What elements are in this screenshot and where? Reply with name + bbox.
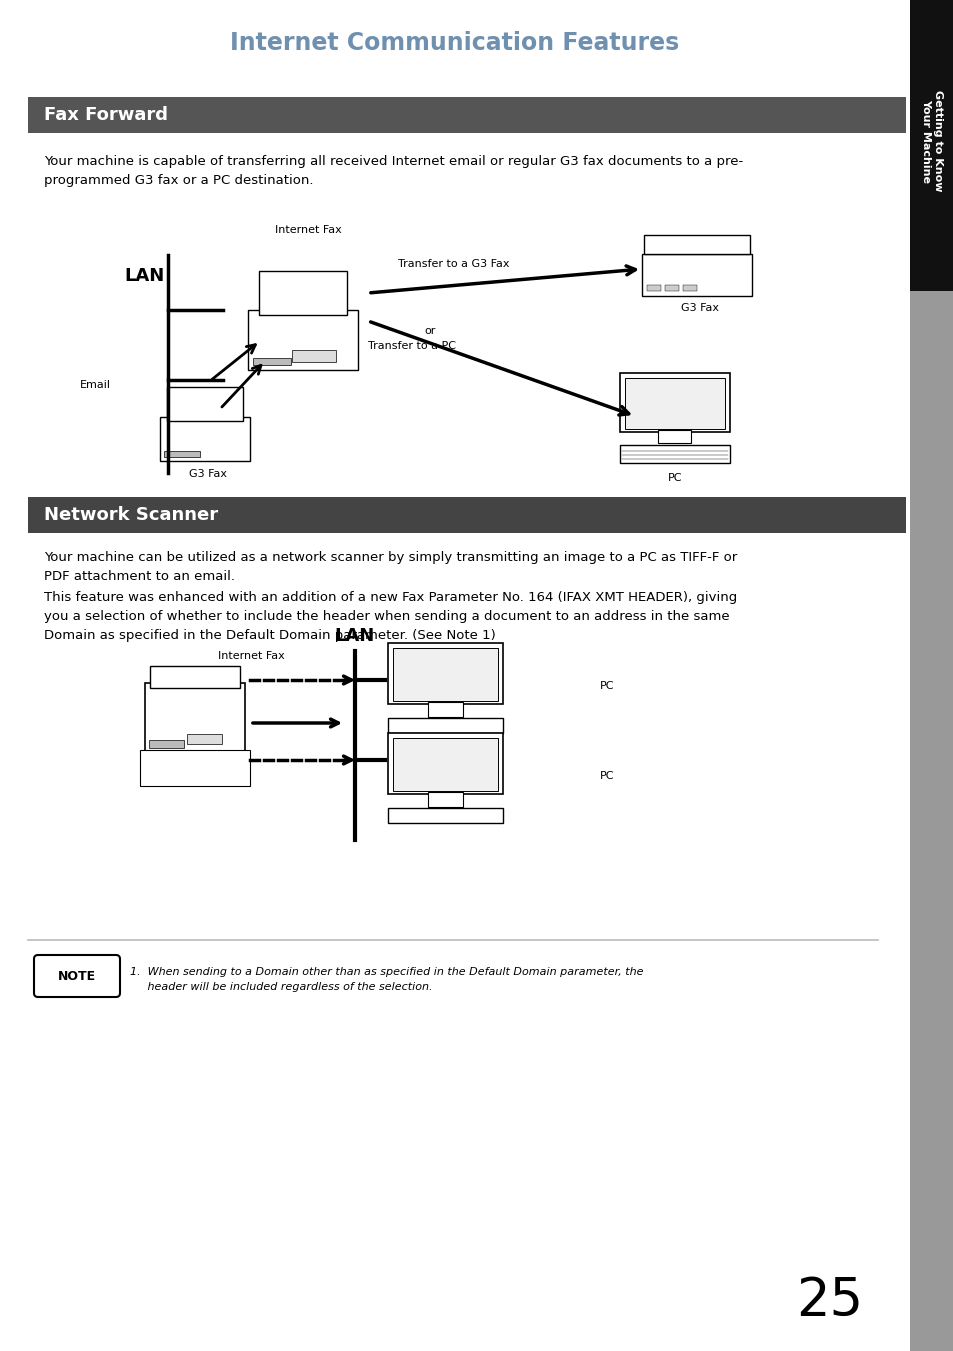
FancyBboxPatch shape	[388, 643, 502, 704]
FancyBboxPatch shape	[150, 666, 240, 688]
FancyBboxPatch shape	[292, 350, 335, 362]
FancyBboxPatch shape	[682, 285, 697, 290]
FancyBboxPatch shape	[388, 717, 502, 734]
FancyBboxPatch shape	[167, 388, 243, 422]
FancyBboxPatch shape	[160, 417, 250, 461]
FancyBboxPatch shape	[149, 739, 184, 747]
Text: NOTE: NOTE	[58, 970, 96, 982]
Text: Internet Communication Features: Internet Communication Features	[230, 31, 679, 55]
Text: This feature was enhanced with an addition of a new Fax Parameter No. 164 (IFAX : This feature was enhanced with an additi…	[44, 590, 737, 642]
FancyBboxPatch shape	[145, 682, 245, 753]
FancyBboxPatch shape	[34, 955, 120, 997]
Text: G3 Fax: G3 Fax	[189, 469, 227, 480]
FancyBboxPatch shape	[641, 254, 751, 296]
Text: G3 Fax: G3 Fax	[680, 303, 719, 313]
FancyBboxPatch shape	[909, 0, 953, 290]
Text: PC: PC	[667, 473, 681, 484]
Text: Transfer to a G3 Fax: Transfer to a G3 Fax	[397, 259, 509, 269]
Text: Network Scanner: Network Scanner	[44, 507, 218, 524]
Text: Email: Email	[80, 380, 111, 390]
Text: Your machine can be utilized as a network scanner by simply transmitting an imag: Your machine can be utilized as a networ…	[44, 551, 737, 584]
FancyBboxPatch shape	[619, 444, 729, 463]
Text: or: or	[424, 326, 436, 336]
FancyBboxPatch shape	[664, 285, 679, 290]
Text: PC: PC	[599, 771, 614, 781]
FancyBboxPatch shape	[388, 734, 502, 794]
FancyBboxPatch shape	[619, 373, 729, 431]
FancyBboxPatch shape	[643, 235, 749, 254]
Text: Internet Fax: Internet Fax	[218, 651, 284, 661]
Text: LAN: LAN	[125, 267, 165, 285]
FancyBboxPatch shape	[140, 750, 250, 786]
FancyBboxPatch shape	[28, 497, 905, 534]
FancyBboxPatch shape	[393, 648, 497, 701]
FancyBboxPatch shape	[164, 451, 200, 457]
FancyBboxPatch shape	[428, 793, 462, 807]
Text: Fax Forward: Fax Forward	[44, 105, 168, 124]
Text: 1.  When sending to a Domain other than as specified in the Default Domain param: 1. When sending to a Domain other than a…	[130, 967, 643, 992]
FancyBboxPatch shape	[428, 703, 462, 717]
Text: PC: PC	[599, 681, 614, 690]
Text: Your machine is capable of transferring all received Internet email or regular G: Your machine is capable of transferring …	[44, 155, 742, 186]
Text: LAN: LAN	[335, 627, 375, 644]
FancyBboxPatch shape	[248, 309, 357, 370]
FancyBboxPatch shape	[187, 734, 222, 744]
Text: Internet Fax: Internet Fax	[274, 226, 341, 235]
FancyBboxPatch shape	[393, 739, 497, 790]
Text: Getting to Know
Your Machine: Getting to Know Your Machine	[920, 91, 943, 192]
FancyBboxPatch shape	[28, 97, 905, 132]
FancyBboxPatch shape	[646, 285, 660, 290]
FancyBboxPatch shape	[388, 808, 502, 823]
Text: Transfer to a PC: Transfer to a PC	[368, 340, 456, 351]
FancyBboxPatch shape	[624, 377, 724, 428]
FancyBboxPatch shape	[253, 358, 292, 365]
FancyBboxPatch shape	[258, 272, 347, 315]
Text: 25: 25	[796, 1275, 862, 1327]
FancyBboxPatch shape	[658, 430, 691, 443]
FancyBboxPatch shape	[909, 290, 953, 1351]
